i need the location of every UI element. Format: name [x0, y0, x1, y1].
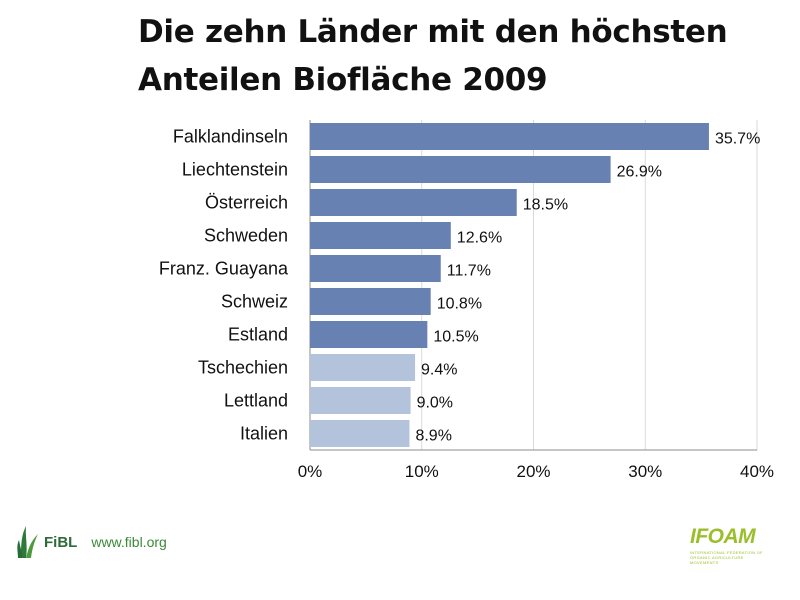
- bar: [310, 156, 611, 183]
- value-label: 9.4%: [421, 362, 457, 379]
- bar: [310, 420, 410, 447]
- chart-title: Die zehn Länder mit den höchsten Anteile…: [138, 8, 778, 104]
- value-label: 26.9%: [617, 164, 662, 181]
- category-label: Estland: [228, 325, 288, 345]
- category-label: Österreich: [205, 193, 288, 213]
- bar: [310, 288, 431, 315]
- x-tick-label: 20%: [516, 462, 550, 481]
- category-label: Falklandinseln: [173, 127, 288, 147]
- category-label: Lettland: [224, 391, 288, 411]
- category-label: Schweiz: [221, 292, 288, 312]
- x-tick-label: 0%: [298, 462, 323, 481]
- value-label: 35.7%: [715, 131, 760, 148]
- value-label: 10.8%: [437, 296, 482, 313]
- title-line-1: Die zehn Länder mit den höchsten: [138, 14, 728, 50]
- value-label: 10.5%: [433, 329, 478, 346]
- bar: [310, 354, 416, 381]
- fibl-wordmark: FiBL: [44, 533, 78, 551]
- bar: [310, 321, 428, 348]
- category-label: Franz. Guayana: [159, 259, 289, 279]
- value-label: 11.7%: [447, 263, 491, 280]
- value-label: 8.9%: [415, 428, 451, 445]
- bar: [310, 222, 451, 249]
- ifoam-logo: IFOAM INTERNATIONAL FEDERATION OF ORGANI…: [690, 526, 780, 570]
- value-label: 18.5%: [523, 197, 568, 214]
- title-line-2: Anteilen Biofläche 2009: [138, 62, 548, 98]
- category-label: Italien: [240, 424, 288, 444]
- x-tick-label: 10%: [405, 462, 439, 481]
- value-label: 9.0%: [417, 395, 453, 412]
- bar: [310, 387, 411, 414]
- x-tick-label: 30%: [628, 462, 662, 481]
- bar: [310, 123, 709, 150]
- ifoam-subtext: INTERNATIONAL FEDERATION OF ORGANIC AGRI…: [690, 550, 763, 565]
- category-label: Liechtenstein: [182, 160, 288, 180]
- category-label: Tschechien: [198, 358, 288, 378]
- x-tick-label: 40%: [740, 462, 774, 481]
- category-label: Schweden: [204, 226, 288, 246]
- ifoam-wordmark: IFOAM: [690, 525, 756, 548]
- value-label: 12.6%: [457, 230, 502, 247]
- bar: [310, 189, 517, 216]
- bar: [310, 255, 441, 282]
- fibl-url-link[interactable]: www.fibl.org: [91, 534, 167, 550]
- fibl-logo: FiBL www.fibl.org: [16, 522, 167, 562]
- fibl-leaf-icon: [17, 526, 38, 558]
